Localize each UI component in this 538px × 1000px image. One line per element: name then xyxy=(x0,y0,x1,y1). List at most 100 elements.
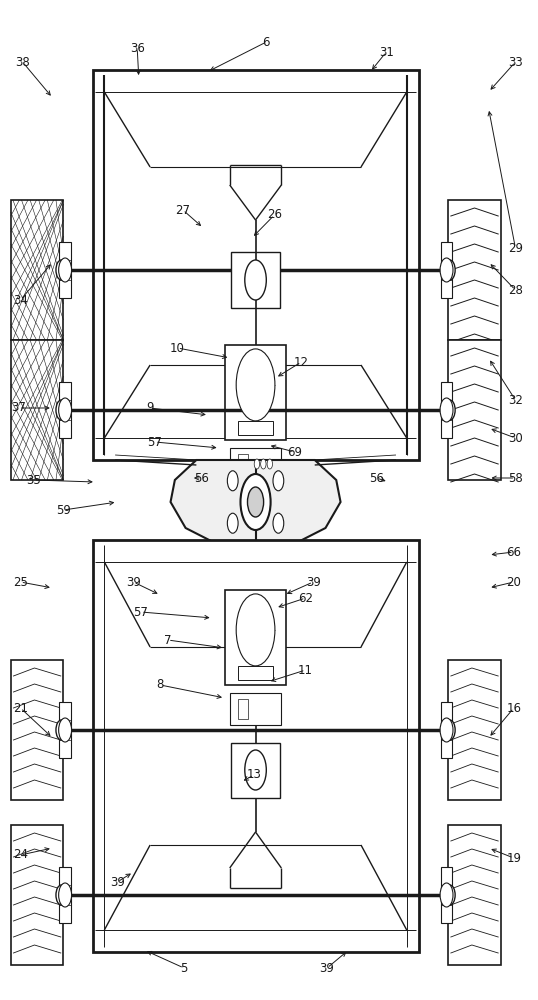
Bar xyxy=(11,340,63,480)
Circle shape xyxy=(228,471,238,491)
Circle shape xyxy=(245,260,266,300)
Text: 19: 19 xyxy=(506,851,521,864)
Text: 28: 28 xyxy=(508,284,523,296)
Bar xyxy=(448,200,501,340)
Bar xyxy=(448,340,501,480)
Bar xyxy=(59,242,71,298)
Text: 33: 33 xyxy=(508,55,523,68)
Bar xyxy=(93,70,419,460)
Bar xyxy=(238,421,273,435)
Bar xyxy=(448,660,501,800)
Bar xyxy=(441,242,452,298)
Bar xyxy=(230,693,281,725)
Text: 12: 12 xyxy=(294,356,309,368)
Text: 62: 62 xyxy=(298,591,313,604)
Text: 56: 56 xyxy=(194,472,209,485)
Text: 13: 13 xyxy=(246,768,261,782)
Text: 39: 39 xyxy=(110,876,125,888)
Text: 39: 39 xyxy=(126,575,141,588)
Bar xyxy=(231,252,280,308)
Text: 7: 7 xyxy=(164,634,172,647)
Bar xyxy=(59,867,71,923)
Bar xyxy=(93,540,419,952)
Circle shape xyxy=(56,885,67,905)
Circle shape xyxy=(440,258,453,282)
Bar xyxy=(441,702,452,758)
Text: 31: 31 xyxy=(379,45,394,58)
Text: 59: 59 xyxy=(56,504,71,516)
Text: 10: 10 xyxy=(170,342,185,355)
Circle shape xyxy=(440,398,453,422)
Text: 27: 27 xyxy=(175,204,190,217)
Bar xyxy=(238,699,247,719)
Text: 58: 58 xyxy=(508,472,523,485)
Circle shape xyxy=(440,883,453,907)
Circle shape xyxy=(444,260,455,280)
Circle shape xyxy=(254,459,259,469)
Bar xyxy=(55,873,68,917)
Circle shape xyxy=(236,594,275,666)
Bar xyxy=(59,382,71,438)
Text: 20: 20 xyxy=(506,575,521,588)
Bar xyxy=(11,200,63,340)
Bar xyxy=(230,448,281,480)
Circle shape xyxy=(56,400,67,420)
Text: 37: 37 xyxy=(11,401,26,414)
Text: 56: 56 xyxy=(369,472,384,485)
Bar xyxy=(443,248,456,292)
Circle shape xyxy=(440,718,453,742)
Bar xyxy=(441,382,452,438)
Circle shape xyxy=(59,718,72,742)
Text: 9: 9 xyxy=(146,401,153,414)
Circle shape xyxy=(56,260,67,280)
Text: 38: 38 xyxy=(15,55,30,68)
Bar xyxy=(231,743,280,798)
Text: 16: 16 xyxy=(506,702,521,714)
Text: 29: 29 xyxy=(508,241,523,254)
Circle shape xyxy=(240,474,271,530)
Polygon shape xyxy=(171,460,341,545)
Circle shape xyxy=(247,487,264,517)
Bar xyxy=(55,708,68,752)
Text: 5: 5 xyxy=(180,962,188,974)
Circle shape xyxy=(59,883,72,907)
Text: 8: 8 xyxy=(157,679,164,692)
Text: 32: 32 xyxy=(508,393,523,406)
Text: 30: 30 xyxy=(508,432,523,444)
Bar xyxy=(443,708,456,752)
Bar xyxy=(238,454,247,474)
Circle shape xyxy=(56,720,67,740)
Bar xyxy=(55,248,68,292)
Bar xyxy=(448,825,501,965)
Text: 35: 35 xyxy=(26,474,41,487)
Text: 21: 21 xyxy=(13,702,28,714)
Bar xyxy=(59,702,71,758)
Bar xyxy=(224,590,286,685)
Bar xyxy=(441,867,452,923)
Text: 34: 34 xyxy=(13,294,28,306)
Text: 36: 36 xyxy=(130,41,145,54)
Circle shape xyxy=(273,471,284,491)
Text: 26: 26 xyxy=(267,209,282,222)
Circle shape xyxy=(236,349,275,421)
Bar xyxy=(11,660,63,800)
Text: 69: 69 xyxy=(287,446,302,458)
Text: 25: 25 xyxy=(13,575,28,588)
Circle shape xyxy=(444,400,455,420)
Bar xyxy=(238,485,273,505)
Text: 24: 24 xyxy=(13,848,28,861)
Circle shape xyxy=(267,459,272,469)
Bar xyxy=(55,388,68,432)
Circle shape xyxy=(228,513,238,533)
Circle shape xyxy=(444,885,455,905)
Text: 66: 66 xyxy=(506,546,521,558)
Circle shape xyxy=(59,258,72,282)
Text: 6: 6 xyxy=(263,35,270,48)
Text: 39: 39 xyxy=(320,962,335,974)
Circle shape xyxy=(273,513,284,533)
Text: 11: 11 xyxy=(298,664,313,677)
Bar xyxy=(238,666,273,680)
Bar xyxy=(443,873,456,917)
Circle shape xyxy=(245,750,266,790)
Circle shape xyxy=(59,398,72,422)
